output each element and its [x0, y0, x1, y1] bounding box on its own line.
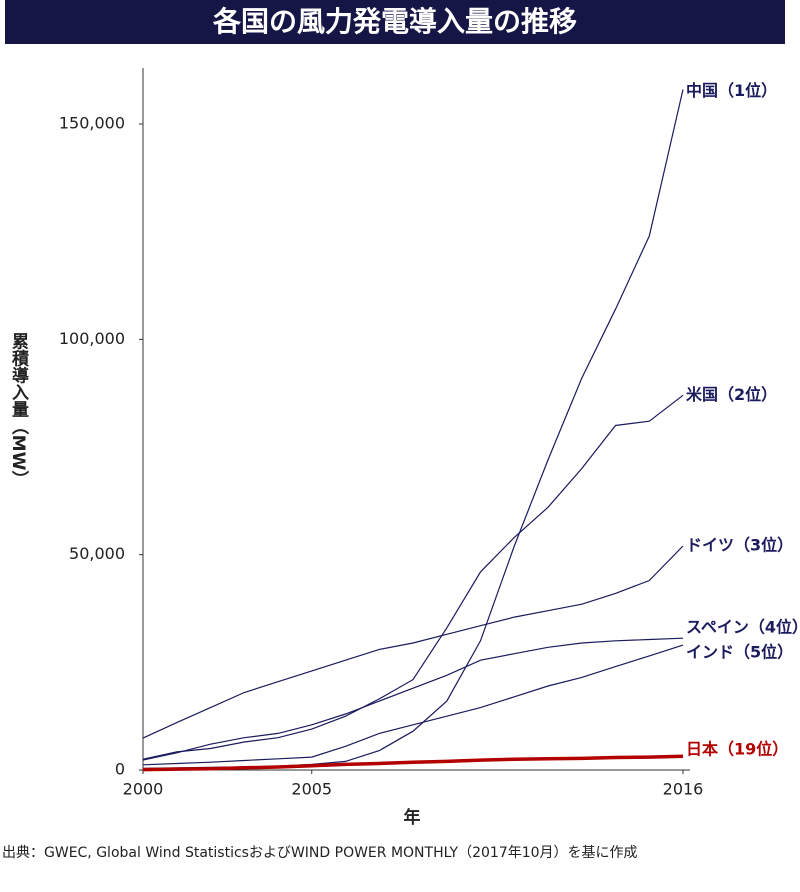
x-tick-label: 2005	[291, 780, 332, 799]
y-tick-label: 100,000	[59, 329, 125, 348]
source-note: 出典：GWEC, Global Wind StatisticsおよびWIND P…	[2, 844, 638, 861]
series-label: 中国（1位）	[686, 81, 777, 100]
y-axis-label: 累積導入量（MW）	[8, 333, 29, 488]
series-line	[142, 394, 684, 760]
y-tick-label: 150,000	[59, 113, 125, 132]
series-line	[142, 644, 684, 766]
x-axis-label: 年	[404, 807, 421, 828]
y-tick-label: 0	[115, 760, 125, 779]
series-line	[142, 89, 684, 769]
series-line	[142, 754, 684, 772]
series-label: インド（5位）	[686, 643, 793, 662]
x-tick-label: 2016	[663, 780, 704, 799]
series-line	[142, 545, 684, 739]
x-tick-label: 2000	[123, 780, 164, 799]
title-banner	[5, 0, 785, 44]
y-tick-label: 50,000	[69, 544, 125, 563]
series-label: 米国（2位）	[686, 385, 777, 404]
chart-title: 各国の風力発電導入量の推移	[212, 5, 577, 38]
series-label: 日本（19位）	[686, 740, 788, 759]
series-line	[142, 637, 684, 761]
series-label: スペイン（4位）	[686, 618, 800, 637]
series-label: ドイツ（3位）	[686, 536, 793, 555]
